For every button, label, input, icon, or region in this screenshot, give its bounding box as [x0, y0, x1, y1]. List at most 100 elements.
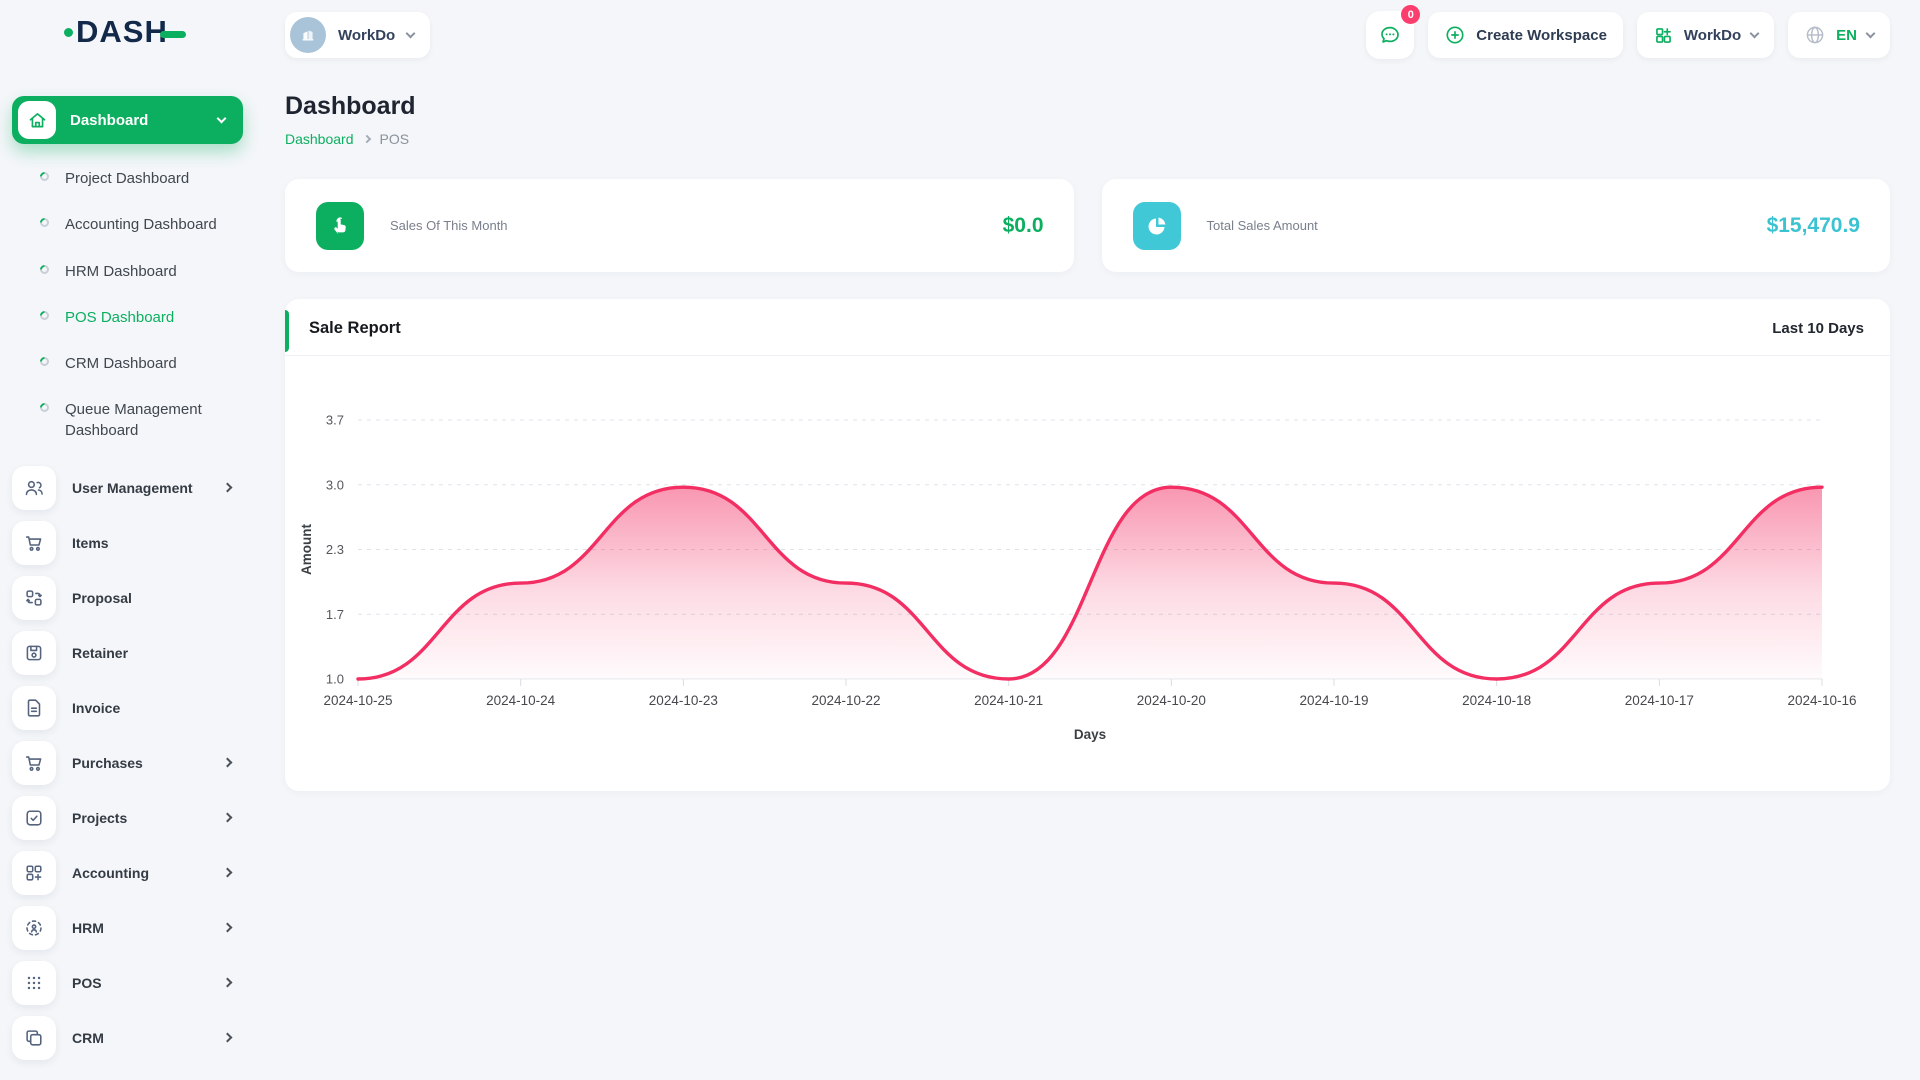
- dashed-circle-user-icon: [12, 905, 56, 950]
- x-tick-label: 2024-10-25: [323, 693, 392, 708]
- x-tick-label: 2024-10-19: [1299, 693, 1368, 708]
- menu-label: Retainer: [72, 644, 129, 661]
- breadcrumb-current: POS: [379, 131, 410, 147]
- x-tick-label: 2024-10-23: [649, 693, 718, 708]
- language-dropdown[interactable]: EN: [1788, 12, 1890, 58]
- workspace-avatar: [290, 17, 326, 53]
- cart-icon: [12, 740, 56, 785]
- language-label: EN: [1836, 26, 1857, 44]
- document-icon: [12, 685, 56, 730]
- x-tick-label: 2024-10-22: [811, 693, 880, 708]
- logo-dash-icon: [159, 30, 186, 38]
- grid-plus-icon: [1656, 27, 1671, 43]
- page-title: Dashboard: [285, 92, 416, 120]
- sidebar: DASH Dashboard Project Dashboard: [0, 0, 255, 1080]
- sidebar-item-accounting[interactable]: Accounting: [12, 850, 243, 895]
- create-workspace-label: Create Workspace: [1476, 26, 1607, 44]
- stat-label: Sales Of This Month: [390, 218, 508, 233]
- x-tick-label: 2024-10-17: [1625, 693, 1694, 708]
- overlap-squares-icon: [12, 1015, 56, 1060]
- workspace-switcher[interactable]: WorkDo: [285, 12, 431, 58]
- workspace-dropdown[interactable]: WorkDo: [1636, 12, 1775, 58]
- workspace-name: WorkDo: [338, 26, 396, 44]
- y-tick-label: 2.3: [326, 542, 344, 557]
- sidebar-item-project-dashboard[interactable]: Project Dashboard: [12, 156, 243, 202]
- sidebar-item-accounting-dashboard[interactable]: Accounting Dashboard: [12, 202, 243, 248]
- y-tick-label: 1.0: [326, 672, 344, 687]
- chart-line: [356, 485, 1824, 681]
- sub-item-label: HRM Dashboard: [65, 262, 177, 280]
- sidebar-item-crm[interactable]: CRM: [12, 1015, 243, 1060]
- pie-chart-icon: [1132, 201, 1181, 250]
- hand-pointer-icon: [316, 201, 364, 250]
- menu-label: Projects: [72, 809, 128, 826]
- plus-circle-icon: [1446, 26, 1464, 44]
- create-workspace-button[interactable]: Create Workspace: [1428, 12, 1623, 58]
- stat-card-sales-of-month: Sales Of This Month $0.0: [285, 179, 1074, 272]
- sub-item-label: CRM Dashboard: [65, 355, 177, 372]
- topbar: WorkDo 0 Create Workspa: [285, 0, 1890, 70]
- sub-item-label: Queue Management Dashboard: [65, 401, 202, 439]
- x-tick-label: 2024-10-16: [1787, 693, 1856, 708]
- x-tick-label: 2024-10-24: [486, 693, 556, 708]
- sidebar-item-purchases[interactable]: Purchases: [12, 740, 243, 785]
- menu-label: CRM: [72, 1029, 104, 1046]
- bullet-icon: [38, 216, 51, 230]
- sidebar-item-user-management[interactable]: User Management: [12, 465, 243, 510]
- chart-area-fill: [358, 487, 1822, 679]
- y-axis-title: Amount: [299, 524, 314, 575]
- sale-report-card: Sale Report Last 10 Days 3.7 3.0 2.3 1.7 1.0…: [285, 299, 1890, 791]
- menu-label: POS: [72, 974, 102, 991]
- stat-label: Total Sales Amount: [1206, 218, 1318, 233]
- chart-body: 3.7 3.0 2.3 1.7 1.0 2024-10-25 2024-10-24 2024-…: [285, 356, 1890, 791]
- sidebar-item-items[interactable]: Items: [12, 520, 243, 565]
- x-tick-label: 2024-10-20: [1137, 693, 1206, 708]
- globe-icon: [1806, 26, 1824, 44]
- brand-logo[interactable]: DASH: [12, 0, 243, 64]
- menu-label: Purchases: [72, 754, 143, 771]
- y-tick-label: 3.0: [326, 477, 344, 492]
- sidebar-item-hrm-dashboard[interactable]: HRM Dashboard: [12, 249, 243, 295]
- chevron-right-icon: [222, 757, 233, 768]
- check-square-icon: [12, 795, 56, 840]
- sub-item-label: Project Dashboard: [65, 170, 190, 187]
- bullet-icon: [38, 355, 51, 368]
- stat-card-total-sales: Total Sales Amount $15,470.9: [1101, 179, 1890, 272]
- sidebar-item-projects[interactable]: Projects: [12, 795, 243, 840]
- sidebar-item-crm-dashboard[interactable]: CRM Dashboard: [12, 341, 243, 387]
- chart-title: Sale Report: [309, 319, 401, 337]
- sidebar-item-retainer[interactable]: Retainer: [12, 630, 243, 675]
- sub-item-label: Accounting Dashboard: [65, 216, 217, 234]
- page-header: Dashboard Dashboard POS: [285, 92, 1890, 147]
- x-tick-label: 2024-10-21: [974, 693, 1043, 708]
- chevron-down-icon: [1749, 28, 1760, 38]
- messages-badge: 0: [1401, 5, 1421, 24]
- sidebar-item-dashboard[interactable]: Dashboard: [12, 96, 243, 144]
- chevron-right-icon: [222, 977, 233, 988]
- sidebar-item-queue-management-dashboard[interactable]: Queue Management Dashboard: [12, 387, 243, 454]
- chevron-down-icon: [1865, 28, 1876, 38]
- breadcrumb-dashboard-link[interactable]: Dashboard: [285, 131, 354, 147]
- sidebar-nav: Dashboard Project Dashboard Accounting D…: [12, 64, 243, 1060]
- sidebar-item-pos[interactable]: POS: [12, 960, 243, 1005]
- sidebar-item-hrm[interactable]: HRM: [12, 905, 243, 950]
- home-icon: [18, 101, 56, 139]
- chevron-right-icon: [222, 867, 233, 878]
- topbar-actions: 0 Create Workspace WorkDo: [1366, 5, 1890, 59]
- menu-label: HRM: [72, 919, 104, 936]
- menu-label: User Management: [72, 479, 193, 496]
- bullet-icon: [38, 308, 51, 322]
- chevron-right-icon: [362, 134, 371, 144]
- sidebar-item-pos-dashboard[interactable]: POS Dashboard: [12, 295, 243, 341]
- sale-report-chart: 3.7 3.0 2.3 1.7 1.0 2024-10-25 2024-10-24 2024-…: [299, 413, 1857, 743]
- stat-value: $0.0: [1002, 213, 1044, 237]
- grid-plus-icon: [12, 850, 56, 895]
- sidebar-item-invoice[interactable]: Invoice: [12, 685, 243, 730]
- bullet-icon: [38, 262, 51, 276]
- bullet-icon: [38, 170, 51, 183]
- y-tick-label: 1.7: [326, 607, 344, 622]
- sidebar-item-proposal[interactable]: Proposal: [12, 575, 243, 620]
- messages-button[interactable]: 0: [1366, 5, 1421, 59]
- chevron-right-icon: [222, 482, 233, 493]
